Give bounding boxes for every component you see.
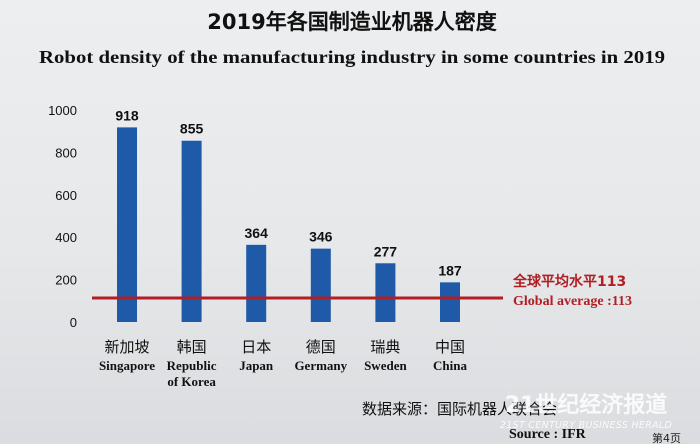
y-tick-label: 200 xyxy=(55,273,77,288)
y-tick-label: 1000 xyxy=(48,103,77,118)
category-label-zh: 韩国 xyxy=(177,338,207,356)
source-en: Source : IFR xyxy=(509,427,587,442)
global-average-label-en: Global average :113 xyxy=(513,294,632,309)
watermark-line2: 21ST CENTURY BUSINESS HERALD xyxy=(500,420,672,431)
bar xyxy=(375,263,396,322)
category-label-zh: 德国 xyxy=(306,338,336,356)
category-label-en: of Korea xyxy=(167,374,216,389)
chart-title: 2019年各国制造业机器人密度 xyxy=(207,10,496,34)
watermark-line1: 21世纪经济报道 xyxy=(505,392,668,418)
source-zh: 数据来源：国际机器人联合会 xyxy=(362,400,557,418)
y-tick-label: 800 xyxy=(55,145,77,160)
category-label-en: Sweden xyxy=(364,358,407,373)
chart-subtitle: Robot density of the manufacturing indus… xyxy=(39,47,665,67)
category-label-en: Republic xyxy=(167,358,217,373)
category-label-zh: 日本 xyxy=(241,338,271,356)
global-average-label-zh: 全球平均水平113 xyxy=(512,273,626,290)
bar-value-label: 918 xyxy=(115,107,139,123)
y-axis: 0 200 400 600 800 1000 xyxy=(48,103,77,330)
bar xyxy=(246,244,267,322)
y-tick-label: 400 xyxy=(55,230,77,245)
bar xyxy=(310,248,331,322)
bar xyxy=(181,140,202,322)
y-tick-label: 0 xyxy=(70,315,77,330)
category-label-en: Singapore xyxy=(99,358,155,373)
category-label-zh: 新加坡 xyxy=(104,338,149,356)
value-labels: 918 855 364 346 277 187 xyxy=(115,107,462,278)
bar-value-label: 187 xyxy=(438,262,462,278)
category-label-zh: 中国 xyxy=(435,338,465,356)
page-marker: 第4页 xyxy=(652,431,681,444)
category-label-en: Japan xyxy=(239,358,274,373)
bar xyxy=(440,282,460,322)
category-label-en: China xyxy=(433,358,467,373)
category-label-zh: 瑞典 xyxy=(370,338,400,356)
bar xyxy=(117,127,137,322)
bar-value-label: 364 xyxy=(245,225,269,241)
bars xyxy=(117,127,460,322)
y-tick-label: 600 xyxy=(55,188,77,203)
bar-value-label: 855 xyxy=(180,121,204,137)
bar-value-label: 277 xyxy=(374,243,398,259)
bar-value-label: 346 xyxy=(309,229,333,245)
category-label-en: Germany xyxy=(294,358,347,373)
